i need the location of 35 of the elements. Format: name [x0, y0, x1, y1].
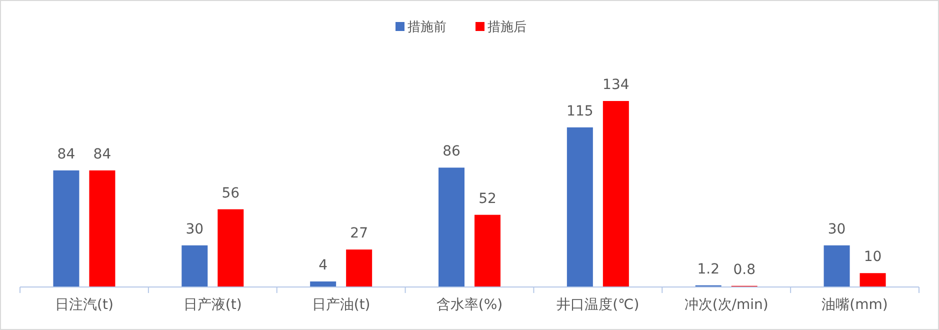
- bar: [310, 281, 336, 287]
- data-label: 52: [478, 190, 496, 207]
- data-label: 30: [186, 221, 204, 238]
- data-label: 4: [318, 257, 328, 274]
- x-tick-label: 含水率(%): [436, 297, 503, 313]
- data-label: 27: [350, 226, 368, 242]
- data-label: 86: [442, 144, 460, 160]
- legend-label: 措施后: [488, 20, 526, 35]
- bar: [218, 209, 244, 287]
- data-label: 30: [828, 221, 846, 238]
- bar: [438, 168, 464, 287]
- bar: [824, 245, 850, 287]
- data-label: 10: [864, 249, 882, 266]
- x-tick-label: 油嘴(mm): [822, 297, 888, 313]
- bar: [474, 214, 500, 287]
- x-tick-label: 冲次(次/min): [684, 297, 768, 313]
- x-tick-label: 日产液(t): [183, 297, 242, 313]
- bar: [602, 101, 629, 287]
- data-label: 84: [93, 146, 112, 162]
- data-label: 115: [566, 103, 594, 120]
- data-label: 84: [57, 146, 76, 162]
- data-label: 1.2: [697, 261, 720, 278]
- bar: [182, 245, 208, 287]
- data-label: 0.8: [733, 262, 756, 278]
- x-tick-label: 井口温度(℃): [556, 297, 640, 313]
- x-tick-label: 日注汽(t): [55, 297, 114, 313]
- bar: [89, 170, 116, 287]
- legend-label: 措施前: [408, 20, 446, 35]
- bar: [566, 127, 593, 287]
- bar: [860, 273, 886, 287]
- x-tick-label: 日产油(t): [312, 297, 370, 313]
- bar: [53, 170, 80, 287]
- data-label: 134: [602, 77, 630, 93]
- data-label: 56: [222, 185, 240, 202]
- bar: [346, 250, 372, 287]
